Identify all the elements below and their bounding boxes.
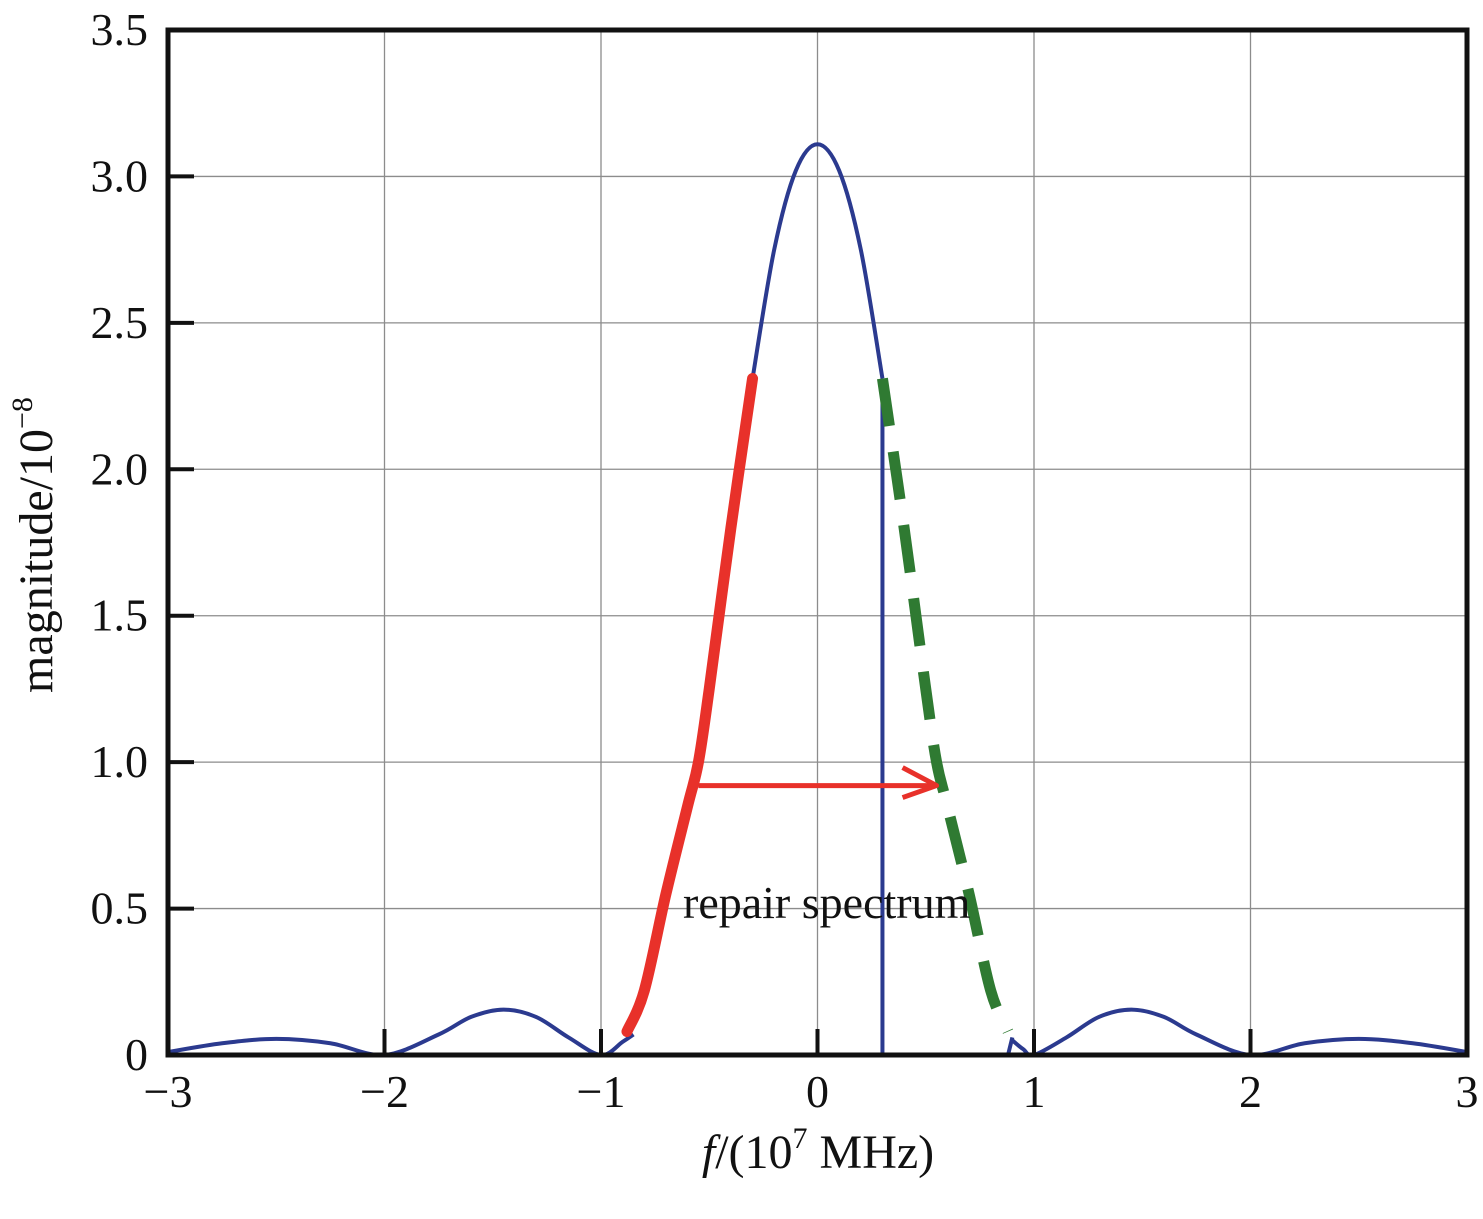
x-axis-label: f/(107 MHz) [702,1122,934,1179]
y-tick-label: 3.0 [91,150,149,201]
x-axis-label-unit: MHz) [808,1126,935,1179]
y-tick-label: 0 [125,1029,148,1080]
grid [167,29,1468,1056]
y-tick-label: 1.0 [91,736,149,787]
x-tick-label: 2 [1239,1066,1262,1117]
y-axis-label: magnitude/10−8 [6,397,63,693]
series-spectrum-right [1011,1007,1467,1055]
series-spectrum-left [168,1007,635,1055]
series-group [168,142,1467,1055]
tick-marks [166,28,1469,1057]
x-tick-label: 0 [806,1066,829,1117]
x-tick-label: −2 [360,1066,409,1117]
arrow-head [901,765,940,800]
x-tick-label: 3 [1456,1066,1479,1117]
series-repaired [877,377,1014,1034]
tick-labels: −3 −2 −1 0 1 2 3 0 0.5 1.0 1.5 2.0 2.5 3.0 3.5 [91,4,1479,1117]
series-spectrum-top [750,142,885,379]
y-tick-label: 2.5 [91,297,149,348]
y-tick-label: 0.5 [91,883,149,934]
repair-spectrum-annotation: repair spectrum [683,877,971,928]
y-tick-label: 3.5 [91,4,149,55]
y-tick-label: 1.5 [91,590,149,641]
x-tick-label: −3 [144,1066,193,1117]
x-tick-label: 1 [1023,1066,1046,1117]
x-tick-label: −1 [577,1066,626,1117]
y-axis-label-text: magnitude/10 [10,429,63,693]
series-notch-edge [880,378,1015,1055]
x-axis-label-text: /(10 [715,1126,792,1179]
x-axis-label-exponent: 7 [793,1122,808,1155]
series-repair-source [621,373,759,1038]
y-axis-label-exponent: −8 [6,397,39,429]
arrow-group [698,765,940,800]
y-tick-label: 2.0 [91,443,149,494]
